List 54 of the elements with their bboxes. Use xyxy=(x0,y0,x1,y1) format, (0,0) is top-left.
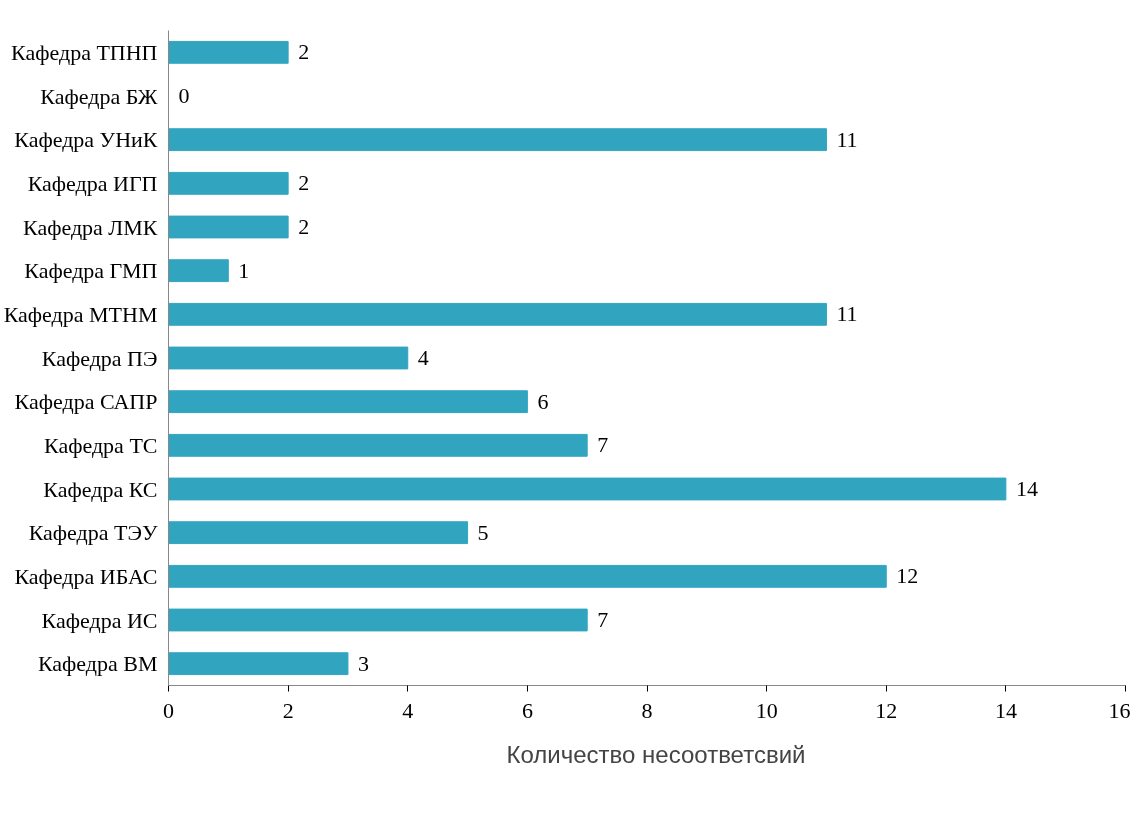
data-label: 11 xyxy=(836,126,858,152)
y-tick-label: Кафедра ЛМК xyxy=(23,214,158,240)
bar xyxy=(168,171,289,195)
bar xyxy=(168,40,289,64)
x-tick-label: 0 xyxy=(163,697,174,723)
x-tick-label: 6 xyxy=(521,697,533,723)
y-tick-label: Кафедра ТЭУ xyxy=(28,520,158,546)
y-tick-label: Кафедра ИС xyxy=(41,607,158,633)
y-tick-label: Кафедра МТНМ xyxy=(3,301,158,327)
bar xyxy=(168,346,409,370)
text: Количество несоответсвий xyxy=(506,741,806,769)
y-tick-label: Кафедра САПР xyxy=(14,389,158,415)
bar xyxy=(168,259,229,283)
data-label: 5 xyxy=(477,519,489,545)
data-label: 2 xyxy=(298,170,310,196)
bar xyxy=(168,477,1007,501)
y-tick-label: Кафедра ПЭ xyxy=(41,345,158,371)
bar xyxy=(168,128,827,152)
x-tick-label: 16 xyxy=(1108,697,1131,723)
data-label: 7 xyxy=(597,607,609,632)
x-tick-label: 10 xyxy=(755,697,778,723)
x-tick-label: 8 xyxy=(641,697,653,723)
y-tick-label: Кафедра ГМП xyxy=(24,258,158,284)
data-label: 11 xyxy=(836,301,858,327)
y-tick-label: Кафедра КС xyxy=(43,476,158,502)
bar xyxy=(168,652,349,676)
x-tick-label: 4 xyxy=(402,697,414,723)
x-tick-label: 14 xyxy=(994,697,1017,723)
bar xyxy=(168,390,528,414)
x-tick-label: 12 xyxy=(875,697,898,723)
y-tick-label: Кафедра ТПНП xyxy=(11,39,158,65)
data-label: 14 xyxy=(1015,476,1038,501)
bar xyxy=(168,608,588,632)
data-label: 0 xyxy=(178,83,190,108)
data-label: 12 xyxy=(896,563,919,589)
x-tick-label: 2 xyxy=(282,697,294,723)
data-label: 7 xyxy=(597,432,609,458)
data-label: 2 xyxy=(298,39,310,65)
bar xyxy=(168,564,887,588)
y-tick-label: Кафедра ВМ xyxy=(37,651,158,677)
data-label: 1 xyxy=(238,257,250,283)
data-label: 6 xyxy=(537,388,549,414)
y-tick-label: Кафедра ИБАС xyxy=(14,563,158,589)
data-label: 4 xyxy=(417,345,429,370)
y-tick-label: Кафедра УНиК xyxy=(14,127,158,153)
bar xyxy=(168,521,469,545)
data-label: 3 xyxy=(357,650,369,676)
y-tick-label: Кафедра БЖ xyxy=(40,83,158,109)
data-label: 2 xyxy=(298,214,310,239)
bar xyxy=(168,433,588,457)
bar xyxy=(168,302,827,326)
y-tick-label: Кафедра ТС xyxy=(44,432,158,458)
y-tick-label: Кафедра ИГП xyxy=(27,170,158,196)
bar xyxy=(168,215,289,239)
